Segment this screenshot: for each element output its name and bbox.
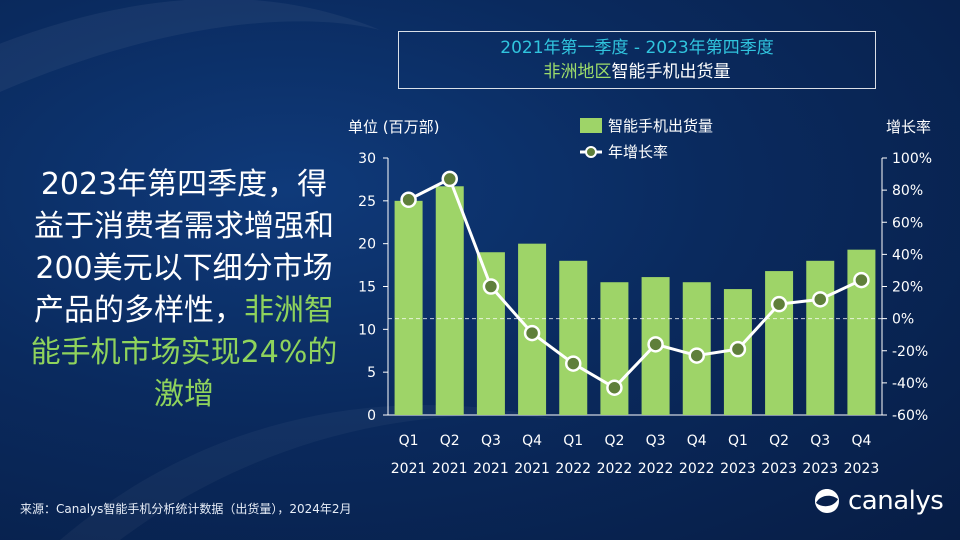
legend-line-label: 年增长率 (608, 143, 668, 161)
left-axis-tick-label: 5 (367, 365, 376, 381)
x-tick-label-quarter: Q3 (646, 433, 666, 449)
x-tick-label-quarter: Q4 (687, 433, 707, 449)
x-tick-label-quarter: Q2 (769, 433, 789, 449)
right-axis-tick-label: 60% (892, 215, 923, 231)
growth-rate-point (523, 324, 541, 342)
growth-rate-point (853, 271, 870, 289)
chart-title-region: 非洲地区 (543, 62, 612, 82)
canalys-logo-icon (815, 489, 839, 513)
x-tick-label-year: 2021 (473, 461, 509, 477)
right-axis-tick-label: -40% (892, 376, 928, 392)
growth-rate-point (482, 278, 500, 295)
right-axis-tick-label: 20% (892, 280, 923, 296)
x-tick-label-quarter: Q2 (440, 433, 460, 449)
x-tick-label-quarter: Q3 (810, 433, 830, 449)
left-axis-title: 单位 (百万部) (348, 118, 439, 136)
growth-rate-line (407, 177, 863, 390)
x-tick-label-year: 2023 (761, 461, 797, 477)
bar-shipments (394, 200, 423, 415)
x-tick-label-year: 2023 (802, 461, 838, 477)
x-tick-label-quarter: Q4 (522, 433, 542, 449)
right-axis-tick-label: 0% (892, 312, 914, 328)
x-tick-label-year: 2021 (514, 461, 550, 477)
right-axis-tick-label: -20% (892, 344, 928, 360)
callout-text-white: 2023年第四季度，得益于消费者需求增强和200美元以下细分市场产品的多样性， (34, 167, 334, 328)
growth-rate-point (647, 336, 664, 353)
growth-rate-point (812, 291, 829, 308)
right-axis-tick-label: -60% (892, 408, 928, 424)
callout-text: 2023年第四季度，得益于消费者需求增强和200美元以下细分市场产品的多样性，非… (28, 164, 340, 416)
growth-rate-point (565, 355, 582, 372)
bar-shipments (806, 260, 835, 415)
right-axis-tick-label: 80% (892, 183, 923, 199)
canalys-logo: canalys (812, 486, 944, 516)
growth-rate-point (441, 170, 458, 188)
growth-rate-point (400, 191, 417, 209)
x-tick-label-quarter: Q1 (728, 433, 748, 449)
legend-line-marker (585, 146, 597, 158)
x-tick-label-year: 2022 (597, 461, 633, 477)
left-axis-tick-label: 15 (358, 280, 376, 296)
x-tick-label-quarter: Q4 (851, 433, 871, 449)
source-footnote: 来源：Canalys智能手机分析统计数据（出货量），2024年2月 (20, 502, 352, 516)
right-axis-tick-label: 40% (892, 247, 923, 263)
left-axis-tick-label: 30 (358, 151, 376, 167)
chart-title-line1: 2021年第一季度 - 2023年第四季度 (500, 38, 774, 58)
x-tick-label-quarter: Q2 (604, 433, 624, 449)
chart-title-box: 2021年第一季度 - 2023年第四季度 非洲地区智能手机出货量 (398, 31, 876, 89)
right-axis-tick-label: 100% (892, 151, 932, 167)
x-tick-label-quarter: Q1 (399, 433, 419, 449)
bar-shipments (476, 252, 505, 415)
x-tick-label-year: 2021 (391, 461, 427, 477)
right-axis-title: 增长率 (886, 118, 931, 136)
x-tick-label-quarter: Q1 (563, 433, 583, 449)
left-axis-tick-label: 25 (358, 194, 376, 210)
x-tick-label-year: 2022 (679, 461, 715, 477)
x-tick-label-year: 2022 (555, 461, 591, 477)
bar-shipments (765, 271, 794, 415)
growth-rate-point (688, 347, 705, 364)
legend-bar-swatch (580, 118, 602, 133)
growth-rate-point (770, 295, 788, 313)
callout-text-highlight: 非洲智能手机市场实现24%的激增 (30, 293, 338, 412)
growth-rate-point (606, 379, 623, 396)
x-tick-label-quarter: Q3 (481, 433, 501, 449)
x-tick-label-year: 2022 (638, 461, 674, 477)
canalys-logo-text: canalys (848, 486, 944, 516)
bar-shipments (559, 260, 588, 415)
x-tick-label-year: 2023 (720, 461, 756, 477)
left-axis-tick-label: 10 (358, 322, 376, 338)
left-axis-tick-label: 0 (367, 408, 376, 424)
chart-title-rest: 智能手机出货量 (611, 62, 731, 82)
bar-shipments (435, 186, 464, 415)
chart-title-line2: 非洲地区智能手机出货量 (399, 60, 875, 84)
legend-bar-label: 智能手机出货量 (608, 117, 713, 135)
x-tick-label-year: 2021 (432, 461, 468, 477)
growth-rate-point (729, 340, 747, 358)
x-tick-label-year: 2023 (844, 461, 880, 477)
left-axis-tick-label: 20 (358, 237, 376, 253)
